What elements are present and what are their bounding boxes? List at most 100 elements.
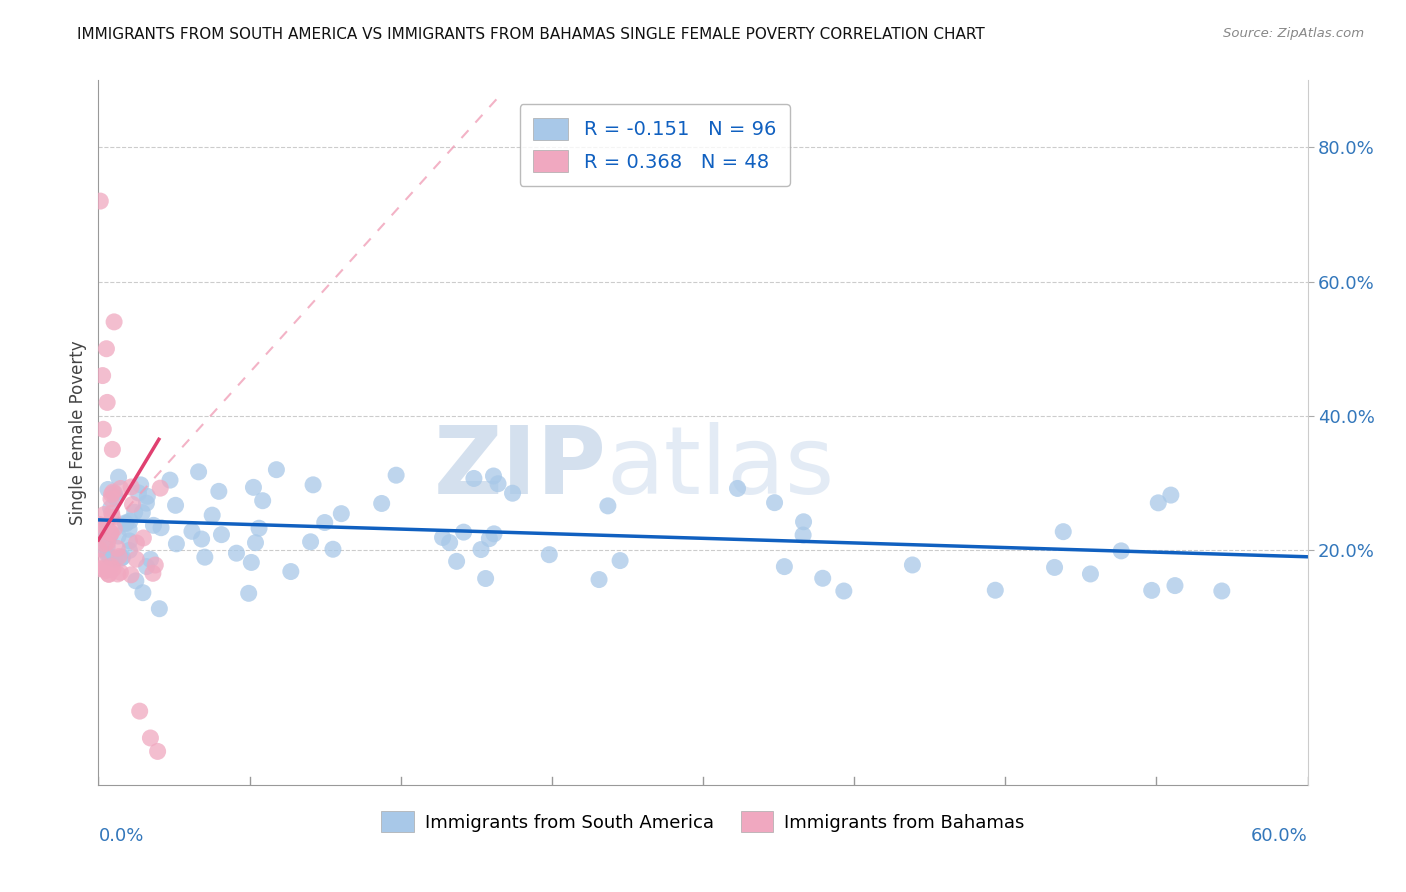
Point (187, 465, 209, 479)
Point (120, 480, 142, 494)
Point (98, 529, 121, 543)
Point (101, 442, 124, 457)
Point (984, 583, 1007, 598)
Point (149, 481, 172, 495)
Point (100, 526, 122, 541)
Point (120, 567, 142, 582)
Point (225, 546, 247, 560)
Point (101, 485, 124, 500)
Point (470, 542, 492, 557)
Point (96, 342, 118, 356)
Point (150, 521, 173, 535)
Point (110, 482, 132, 496)
Point (132, 585, 155, 599)
Point (89, 522, 111, 536)
Point (111, 550, 134, 565)
Point (103, 486, 125, 500)
Point (139, 552, 162, 566)
Point (1140, 583, 1163, 598)
Point (609, 553, 631, 567)
Point (832, 584, 855, 599)
Point (792, 528, 814, 542)
Point (148, 601, 170, 615)
Point (103, 552, 125, 566)
Point (131, 506, 153, 520)
Point (299, 534, 322, 549)
Point (97, 567, 120, 582)
Point (478, 532, 501, 546)
Point (103, 522, 125, 536)
Point (194, 550, 217, 565)
Point (96, 540, 118, 554)
Point (107, 566, 129, 581)
Point (1109, 544, 1132, 558)
Point (118, 543, 141, 558)
Legend: Immigrants from South America, Immigrants from Bahamas: Immigrants from South America, Immigrant… (374, 804, 1032, 839)
Point (135, 496, 157, 510)
Point (89, 562, 111, 576)
Point (105, 541, 128, 556)
Text: 0.0%: 0.0% (98, 827, 143, 846)
Point (100, 559, 122, 574)
Point (96, 519, 118, 533)
Point (97, 535, 120, 549)
Point (266, 463, 288, 477)
Point (98, 562, 121, 576)
Point (91, 542, 114, 557)
Point (432, 531, 454, 545)
Point (146, 744, 169, 758)
Point (143, 558, 166, 572)
Point (486, 476, 509, 491)
Point (1164, 578, 1187, 592)
Text: Source: ZipAtlas.com: Source: ZipAtlas.com (1223, 27, 1364, 40)
Point (125, 574, 148, 588)
Point (114, 516, 136, 530)
Point (97, 483, 120, 497)
Point (96, 395, 118, 409)
Point (100, 501, 122, 516)
Point (103, 315, 125, 329)
Point (98, 530, 121, 544)
Point (322, 542, 344, 557)
Point (100, 525, 122, 540)
Point (89, 194, 111, 208)
Point (773, 559, 796, 574)
Point (91, 422, 114, 436)
Point (128, 704, 150, 718)
Text: 60.0%: 60.0% (1251, 827, 1308, 846)
Point (93, 508, 115, 522)
Point (280, 565, 302, 579)
Point (108, 549, 131, 564)
Point (104, 490, 127, 504)
Point (89, 517, 111, 532)
Point (793, 515, 815, 529)
Point (1160, 488, 1182, 502)
Point (596, 499, 619, 513)
Point (94, 537, 117, 551)
Point (94, 561, 117, 575)
Point (763, 496, 786, 510)
Point (118, 522, 141, 536)
Point (127, 486, 149, 500)
Point (330, 507, 353, 521)
Point (142, 566, 165, 581)
Point (302, 478, 325, 492)
Point (139, 731, 162, 745)
Point (159, 473, 181, 487)
Point (370, 496, 392, 510)
Point (208, 484, 231, 499)
Text: IMMIGRANTS FROM SOUTH AMERICA VS IMMIGRANTS FROM BAHAMAS SINGLE FEMALE POVERTY C: IMMIGRANTS FROM SOUTH AMERICA VS IMMIGRA… (77, 27, 986, 42)
Y-axis label: Single Female Poverty: Single Female Poverty (69, 341, 87, 524)
Point (1052, 524, 1074, 539)
Point (91, 525, 114, 540)
Point (101, 562, 124, 576)
Point (97, 566, 120, 581)
Point (124, 505, 146, 519)
Point (482, 526, 505, 541)
Point (165, 537, 187, 551)
Point (238, 586, 260, 600)
Point (385, 468, 408, 483)
Point (190, 532, 212, 546)
Point (165, 499, 187, 513)
Point (453, 525, 475, 540)
